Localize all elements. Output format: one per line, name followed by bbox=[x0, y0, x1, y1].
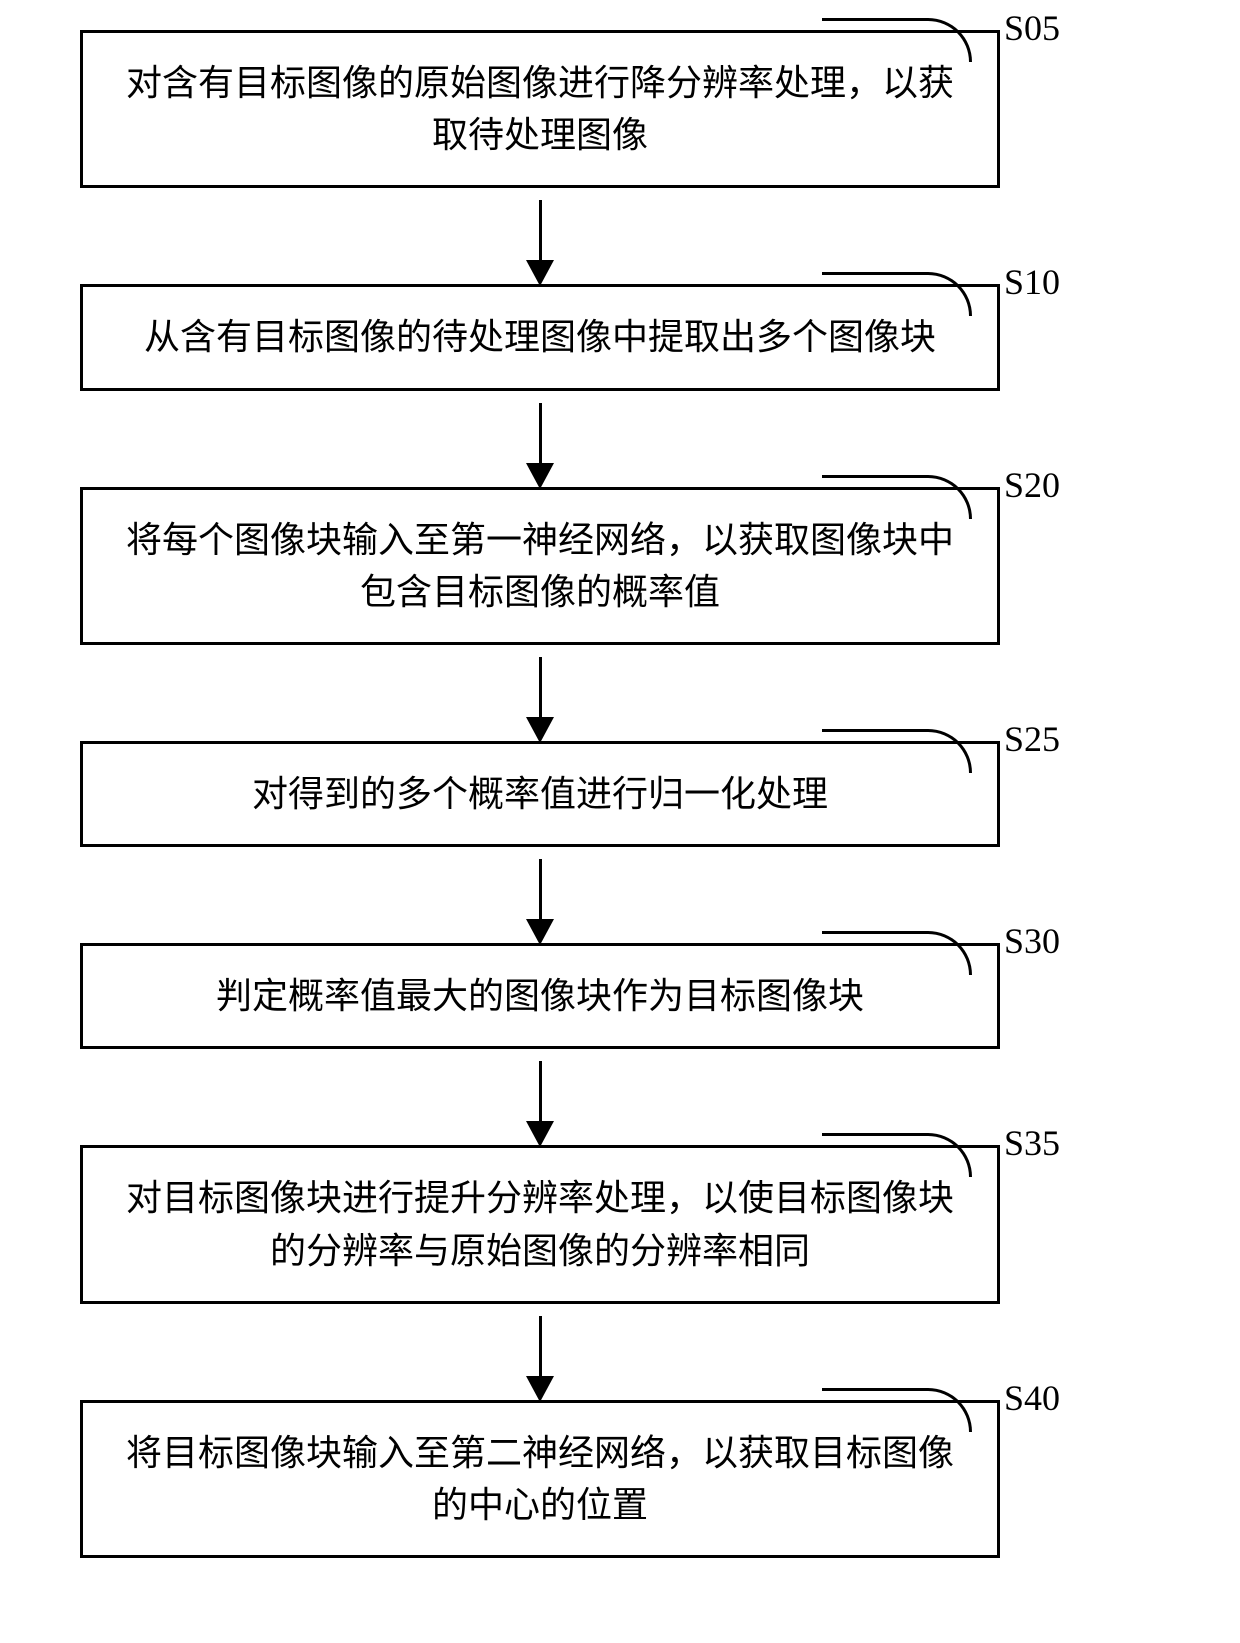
step-text: 对目标图像块进行提升分辨率处理，以使目标图像块的分辨率与原始图像的分辨率相同 bbox=[126, 1178, 954, 1270]
step-text: 从含有目标图像的待处理图像中提取出多个图像块 bbox=[144, 311, 936, 363]
step-label-s20: S20 bbox=[1004, 467, 1060, 503]
label-connector bbox=[822, 1388, 972, 1432]
arrow-head-icon bbox=[526, 260, 554, 286]
arrow-s20-s25 bbox=[80, 645, 1000, 741]
step-label-s10: S10 bbox=[1004, 264, 1060, 300]
flowchart-container: 对含有目标图像的原始图像进行降分辨率处理，以获取待处理图像 S05 从含有目标图… bbox=[0, 0, 1240, 1643]
step-text: 将每个图像块输入至第一神经网络，以获取图像块中包含目标图像的概率值 bbox=[126, 520, 954, 612]
step-label-s40: S40 bbox=[1004, 1380, 1060, 1416]
label-connector bbox=[822, 475, 972, 519]
step-s05: 对含有目标图像的原始图像进行降分辨率处理，以获取待处理图像 S05 bbox=[60, 30, 1120, 188]
step-text: 对得到的多个概率值进行归一化处理 bbox=[252, 768, 828, 820]
arrow-s35-s40 bbox=[80, 1304, 1000, 1400]
step-s10: 从含有目标图像的待处理图像中提取出多个图像块 S10 bbox=[60, 284, 1120, 390]
arrow-head-icon bbox=[526, 1376, 554, 1402]
step-label-s35: S35 bbox=[1004, 1125, 1060, 1161]
arrow-head-icon bbox=[526, 919, 554, 945]
arrow-head-icon bbox=[526, 1121, 554, 1147]
arrow-s10-s20 bbox=[80, 391, 1000, 487]
label-connector bbox=[822, 272, 972, 316]
arrow-head-icon bbox=[526, 717, 554, 743]
label-connector bbox=[822, 1133, 972, 1177]
step-text: 对含有目标图像的原始图像进行降分辨率处理，以获取待处理图像 bbox=[126, 63, 954, 155]
arrow-s05-s10 bbox=[80, 188, 1000, 284]
step-label-s05: S05 bbox=[1004, 10, 1060, 46]
step-s20: 将每个图像块输入至第一神经网络，以获取图像块中包含目标图像的概率值 S20 bbox=[60, 487, 1120, 645]
step-label-s25: S25 bbox=[1004, 721, 1060, 757]
step-text: 判定概率值最大的图像块作为目标图像块 bbox=[216, 970, 864, 1022]
arrow-head-icon bbox=[526, 463, 554, 489]
label-connector bbox=[822, 18, 972, 62]
step-s25: 对得到的多个概率值进行归一化处理 S25 bbox=[60, 741, 1120, 847]
step-s40: 将目标图像块输入至第二神经网络，以获取目标图像的中心的位置 S40 bbox=[60, 1400, 1120, 1558]
step-s30: 判定概率值最大的图像块作为目标图像块 S30 bbox=[60, 943, 1120, 1049]
step-s35: 对目标图像块进行提升分辨率处理，以使目标图像块的分辨率与原始图像的分辨率相同 S… bbox=[60, 1145, 1120, 1303]
label-connector bbox=[822, 931, 972, 975]
step-label-s30: S30 bbox=[1004, 923, 1060, 959]
step-text: 将目标图像块输入至第二神经网络，以获取目标图像的中心的位置 bbox=[126, 1433, 954, 1525]
arrow-s25-s30 bbox=[80, 847, 1000, 943]
label-connector bbox=[822, 729, 972, 773]
arrow-s30-s35 bbox=[80, 1049, 1000, 1145]
